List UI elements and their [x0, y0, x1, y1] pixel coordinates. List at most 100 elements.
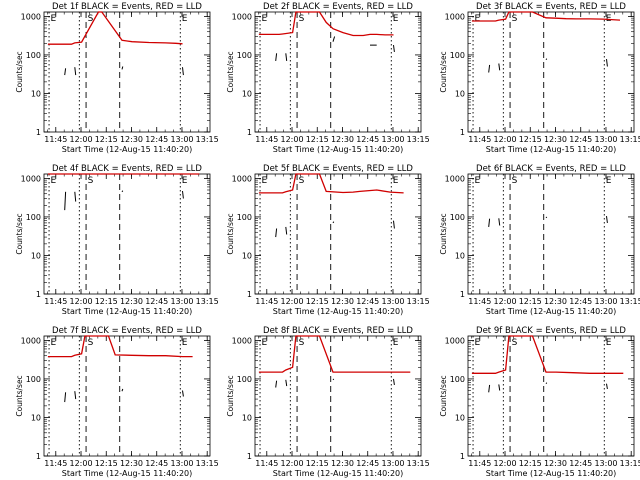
- y-axis-label: Counts/sec: [439, 51, 448, 92]
- y-tick-label: 1000: [232, 174, 252, 183]
- time-marker-label: E: [51, 338, 57, 348]
- events-series-line: [64, 190, 184, 211]
- y-tick-label: 1: [460, 128, 465, 137]
- y-tick-label: 10: [455, 89, 465, 98]
- time-marker-label: E: [262, 14, 268, 24]
- time-marker-label: E: [475, 14, 481, 24]
- time-marker-label: E: [182, 176, 188, 186]
- x-tick-label: 12:45: [145, 135, 168, 144]
- chart-panel-8: Det 8f BLACK = Events, RED = LLD 1 10 100 10…: [226, 326, 430, 478]
- x-tick-label: 13:00: [170, 297, 193, 306]
- lld-series-line: [258, 173, 404, 194]
- x-tick-label: 12:15: [95, 135, 118, 144]
- time-marker-label: S: [299, 14, 305, 24]
- x-tick-label: 12:30: [331, 297, 354, 306]
- y-tick-label: 10: [455, 413, 465, 422]
- x-tick-label: 12:15: [519, 297, 542, 306]
- x-tick-label: 12:00: [493, 135, 516, 144]
- x-axis-label: Start Time (12-Aug-15 11:40:20): [62, 307, 193, 316]
- x-tick-label: 12:15: [95, 297, 118, 306]
- time-marker-label: S: [512, 338, 518, 348]
- time-marker-label: E: [393, 176, 399, 186]
- x-tick-label: 12:00: [493, 459, 516, 468]
- chart-panel-1: Det 1f BLACK = Events, RED = LLD 1 10 100 10…: [15, 2, 219, 154]
- y-axis-label: Counts/sec: [226, 51, 235, 92]
- lld-series-line: [47, 11, 183, 45]
- y-tick-label: 10: [242, 89, 252, 98]
- x-tick-label: 13:15: [407, 459, 430, 468]
- x-tick-label: 12:15: [306, 459, 329, 468]
- chart-panel-4: Det 4f BLACK = Events, RED = LLD 1 10 100 10…: [15, 164, 219, 316]
- y-axis-label: Counts/sec: [15, 375, 24, 416]
- x-tick-label: 13:15: [620, 135, 640, 144]
- x-tick-label: 11:45: [44, 135, 67, 144]
- x-tick-label: 12:00: [69, 297, 92, 306]
- x-tick-label: 12:00: [280, 135, 303, 144]
- y-tick-label: 1: [247, 128, 252, 137]
- y-tick-label: 10: [242, 251, 252, 260]
- y-tick-label: 1000: [445, 336, 465, 345]
- y-tick-label: 10: [31, 251, 41, 260]
- y-axis-label: Counts/sec: [15, 213, 24, 254]
- y-tick-label: 10: [31, 89, 41, 98]
- time-marker-label: E: [393, 338, 399, 348]
- x-axis-label: Start Time (12-Aug-15 11:40:20): [62, 145, 193, 154]
- x-axis-label: Start Time (12-Aug-15 11:40:20): [486, 469, 617, 478]
- chart-panel-3: Det 3f BLACK = Events, RED = LLD 1 10 100 10…: [439, 2, 640, 154]
- x-tick-label: 13:15: [620, 297, 640, 306]
- x-tick-label: 13:15: [196, 297, 219, 306]
- plot-frame: [467, 335, 635, 457]
- x-tick-label: 13:15: [196, 459, 219, 468]
- plot-frame: [254, 173, 422, 295]
- plot-frame: [43, 11, 211, 133]
- x-tick-label: 12:45: [569, 135, 592, 144]
- x-tick-label: 13:00: [381, 459, 404, 468]
- time-marker-label: S: [299, 176, 305, 186]
- x-tick-label: 12:00: [280, 297, 303, 306]
- y-tick-label: 100: [237, 213, 252, 222]
- time-marker-label: E: [262, 176, 268, 186]
- x-tick-label: 11:45: [255, 459, 278, 468]
- plot-frame: [467, 173, 635, 295]
- time-marker-label: E: [262, 338, 268, 348]
- x-tick-label: 11:45: [255, 135, 278, 144]
- x-tick-label: 13:00: [381, 297, 404, 306]
- chart-panel-5: Det 5f BLACK = Events, RED = LLD 1 10 100 10…: [226, 164, 430, 316]
- y-tick-label: 10: [455, 251, 465, 260]
- time-marker-label: E: [182, 338, 188, 348]
- events-series-line: [64, 388, 184, 403]
- x-tick-label: 11:45: [255, 297, 278, 306]
- y-tick-label: 1000: [445, 174, 465, 183]
- y-tick-label: 1: [247, 290, 252, 299]
- y-tick-label: 100: [26, 213, 41, 222]
- x-tick-label: 11:45: [44, 297, 67, 306]
- y-tick-label: 1: [247, 452, 252, 461]
- y-tick-label: 1: [36, 290, 41, 299]
- plot-frame: [467, 11, 635, 133]
- lld-series-line: [258, 335, 411, 373]
- time-marker-label: S: [512, 176, 518, 186]
- chart-title: Det 2f BLACK = Events, RED = LLD: [263, 2, 413, 12]
- y-tick-label: 1000: [445, 12, 465, 21]
- time-marker-label: E: [475, 338, 481, 348]
- time-marker-label: E: [51, 176, 57, 186]
- x-tick-label: 12:45: [569, 459, 592, 468]
- y-tick-label: 10: [242, 413, 252, 422]
- y-tick-label: 100: [450, 213, 465, 222]
- x-tick-label: 13:15: [407, 135, 430, 144]
- time-marker-label: E: [51, 14, 57, 24]
- y-tick-label: 100: [237, 51, 252, 60]
- y-tick-label: 100: [450, 51, 465, 60]
- y-tick-label: 1000: [232, 336, 252, 345]
- x-axis-label: Start Time (12-Aug-15 11:40:20): [62, 469, 193, 478]
- chart-title: Det 1f BLACK = Events, RED = LLD: [52, 2, 202, 12]
- y-tick-label: 1: [460, 290, 465, 299]
- chart-panel-7: Det 7f BLACK = Events, RED = LLD 1 10 100 10…: [15, 326, 219, 478]
- time-marker-label: E: [182, 14, 188, 24]
- x-tick-label: 12:30: [120, 297, 143, 306]
- time-marker-label: E: [393, 14, 399, 24]
- x-axis-label: Start Time (12-Aug-15 11:40:20): [273, 145, 404, 154]
- x-tick-label: 12:15: [519, 135, 542, 144]
- time-marker-label: E: [606, 176, 612, 186]
